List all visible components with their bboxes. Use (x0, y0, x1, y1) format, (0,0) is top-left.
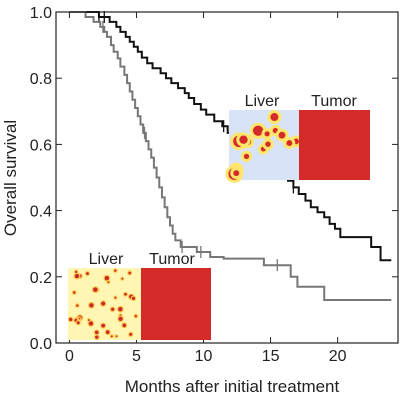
x-tick-label: 15 (262, 348, 280, 365)
liver-speckle (114, 296, 117, 299)
x-tick-label: 20 (329, 348, 347, 365)
y-tick-label: 0.4 (30, 204, 52, 221)
inset-upper-liver-spots (225, 110, 302, 183)
y-tick-label: 1.0 (30, 5, 52, 22)
inset-lower-liver-label: Liver (89, 251, 124, 268)
liver-spot (233, 170, 240, 177)
liver-speckle (88, 319, 90, 321)
x-tick-label: 10 (195, 348, 213, 365)
survival-curve-1 (69, 11, 392, 262)
axes-layer: 0 5 10 15 20 0.0 0.2 0.4 0.6 0.8 1.0 (30, 5, 399, 365)
liver-speckle (121, 277, 124, 280)
liver-speckle (76, 321, 80, 325)
liver-speckle (101, 301, 106, 306)
liver-speckle (122, 323, 127, 328)
liver-spot (243, 153, 250, 159)
y-tick-label: 0.0 (30, 336, 52, 353)
liver-speckle (86, 272, 89, 275)
inset-lower-tumor-label: Tumor (149, 251, 195, 268)
liver-speckle (110, 335, 113, 338)
liver-speckle (88, 321, 94, 326)
plot-frame (55, 11, 399, 344)
liver-speckle (118, 316, 123, 321)
liver-spot (270, 113, 279, 122)
liver-speckle (75, 270, 78, 273)
liver-speckle (118, 306, 123, 312)
inset-lower-tumor-image (141, 268, 211, 340)
liver-speckle (115, 335, 118, 338)
liver-spot (252, 125, 264, 136)
y-tick-label: 0.8 (30, 71, 52, 88)
inset-lower: Liver Tumor (67, 251, 211, 341)
liver-speckle (134, 315, 138, 318)
inset-upper: Liver Tumor (225, 93, 370, 183)
liver-speckle (124, 292, 127, 296)
inset-lower-liver-spots (67, 268, 139, 341)
y-tick-label: 0.2 (30, 270, 52, 287)
liver-speckle (114, 269, 117, 272)
inset-upper-tumor-image (299, 110, 370, 180)
liver-spot (239, 135, 248, 144)
liver-speckle (94, 330, 99, 335)
liver-speckle (104, 275, 110, 281)
inset-upper-tumor-label: Tumor (311, 93, 357, 110)
liver-speckle (129, 332, 133, 336)
liver-speckle (74, 273, 80, 279)
liver-speckle (95, 335, 99, 339)
liver-spot (278, 131, 286, 139)
x-tick-label: 5 (132, 348, 141, 365)
liver-speckle (128, 271, 132, 275)
y-axis-label: Overall survival (1, 120, 20, 236)
series-layer (69, 10, 392, 301)
liver-speckle (89, 303, 94, 308)
y-tick-label: 0.6 (30, 137, 52, 154)
liver-spot (265, 141, 271, 147)
x-axis-label: Months after initial treatment (125, 377, 340, 396)
liver-spot (264, 131, 270, 137)
liver-speckle (78, 317, 81, 320)
liver-speckle (93, 287, 98, 292)
liver-speckle (76, 304, 79, 307)
liver-speckle (101, 323, 106, 328)
liver-speckle (111, 307, 115, 311)
liver-speckle (68, 317, 73, 322)
liver-spot (286, 140, 293, 147)
inset-upper-liver-label: Liver (245, 93, 280, 110)
x-tick-label: 0 (65, 348, 74, 365)
liver-speckle (73, 291, 76, 294)
liver-speckle (131, 296, 136, 300)
survival-curve-2 (69, 11, 392, 301)
liver-speckle (107, 281, 110, 284)
liver-speckle (105, 330, 110, 335)
